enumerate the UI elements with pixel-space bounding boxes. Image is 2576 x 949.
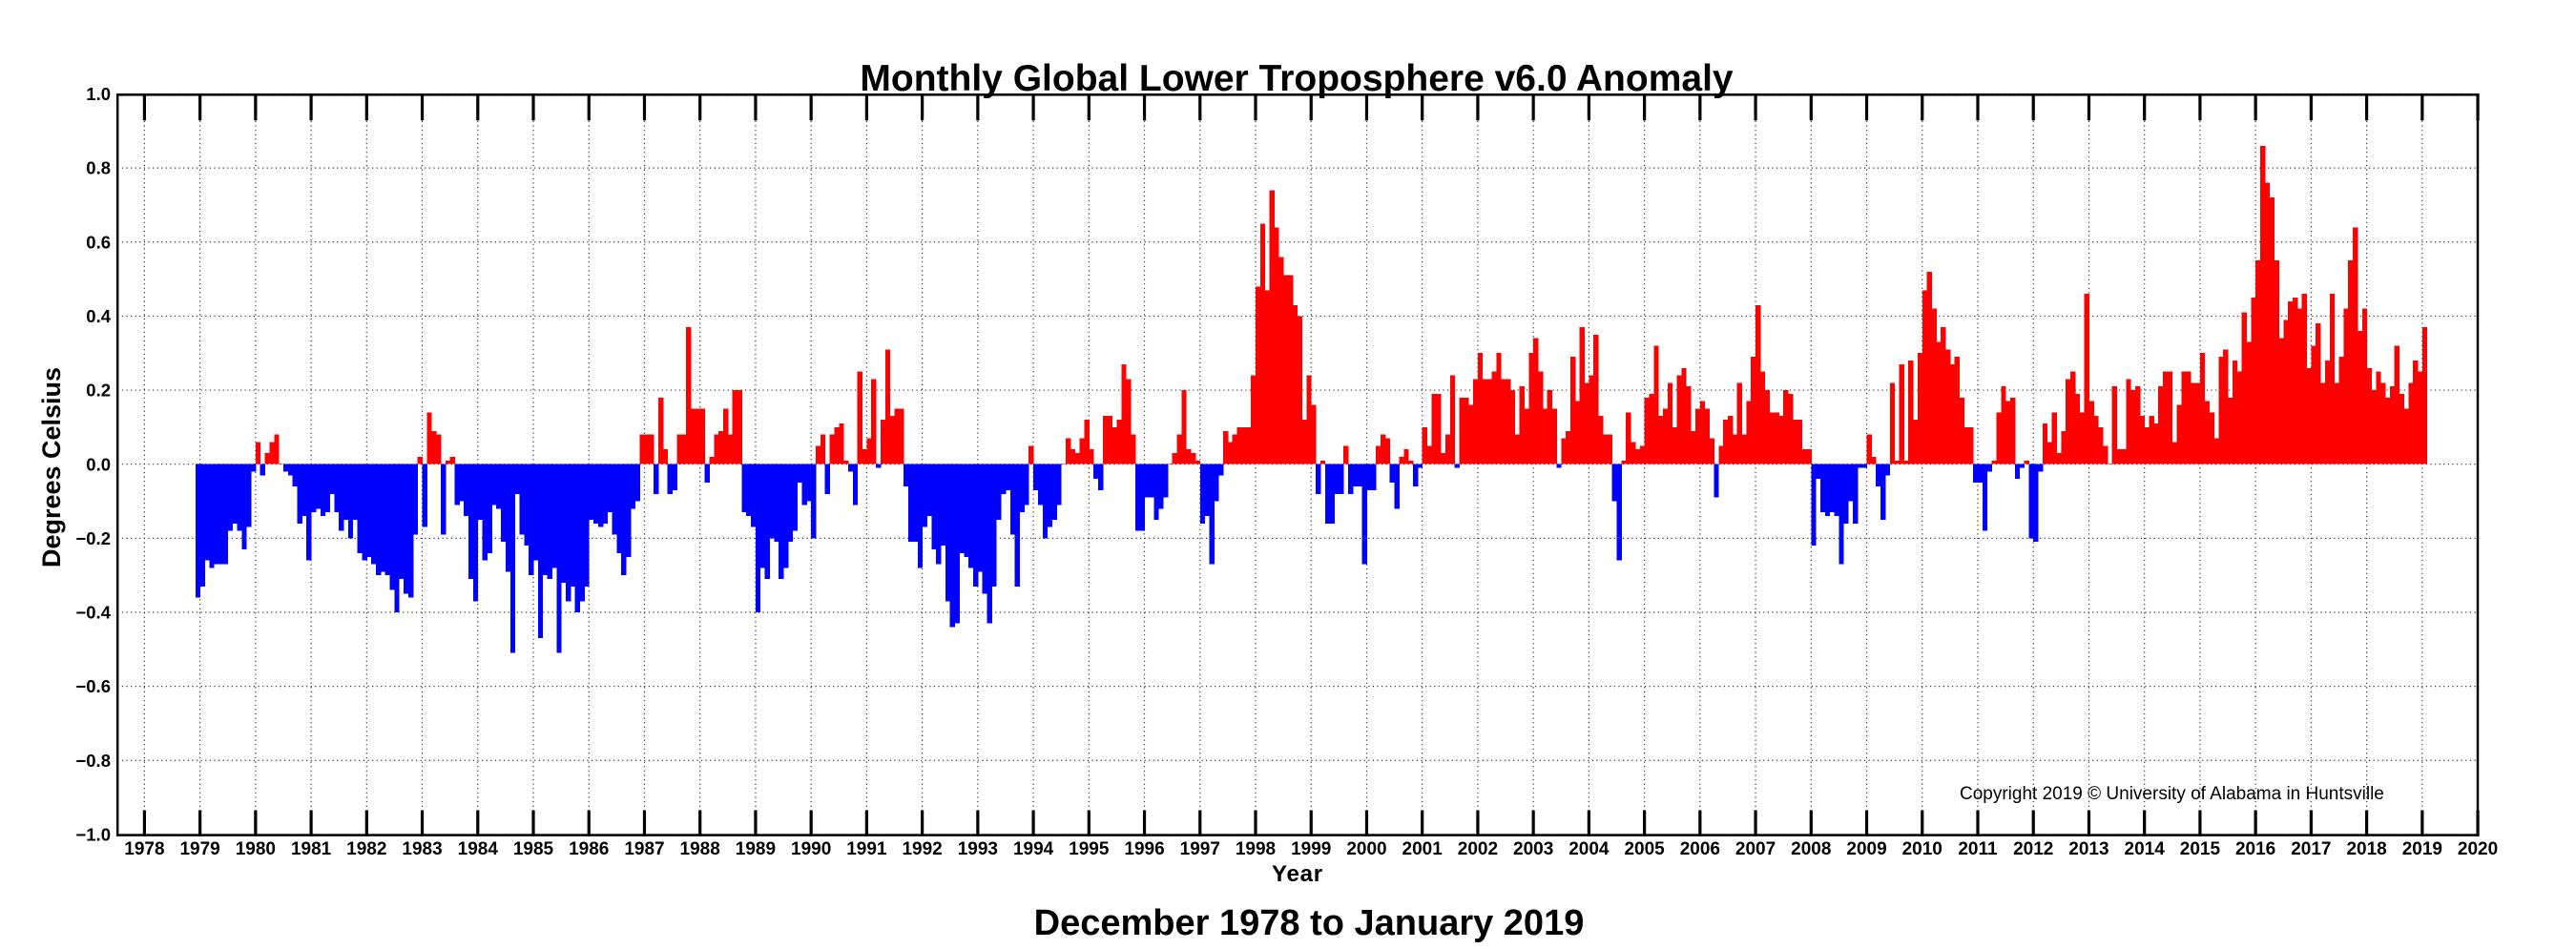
svg-text:1992: 1992 (902, 839, 942, 859)
svg-text:2000: 2000 (1346, 839, 1386, 859)
svg-text:1978: 1978 (124, 839, 164, 859)
svg-text:2004: 2004 (1568, 839, 1610, 859)
svg-text:1988: 1988 (680, 839, 720, 859)
svg-text:−0.2: −0.2 (75, 528, 111, 548)
svg-text:1998: 1998 (1236, 839, 1276, 859)
svg-text:1999: 1999 (1291, 839, 1331, 859)
svg-text:2008: 2008 (1791, 839, 1831, 859)
svg-text:1990: 1990 (791, 839, 831, 859)
svg-text:2009: 2009 (1846, 839, 1886, 859)
svg-text:0.0: 0.0 (86, 454, 111, 474)
svg-text:2003: 2003 (1513, 839, 1553, 859)
svg-text:2006: 2006 (1680, 839, 1720, 859)
svg-text:1987: 1987 (624, 839, 664, 859)
svg-text:Monthly Global Lower Troposphe: Monthly Global Lower Troposphere v6.0 An… (860, 58, 1734, 99)
svg-text:1989: 1989 (736, 839, 776, 859)
svg-text:1986: 1986 (569, 839, 609, 859)
svg-text:1995: 1995 (1069, 839, 1110, 859)
svg-text:1994: 1994 (1013, 839, 1054, 859)
svg-text:1997: 1997 (1180, 839, 1220, 859)
svg-text:1980: 1980 (236, 839, 276, 859)
svg-text:2018: 2018 (2346, 839, 2386, 859)
svg-text:2007: 2007 (1735, 839, 1776, 859)
svg-text:−1.0: −1.0 (75, 825, 111, 845)
svg-text:2015: 2015 (2180, 839, 2221, 859)
svg-text:0.6: 0.6 (86, 232, 111, 252)
svg-text:1993: 1993 (958, 839, 998, 859)
svg-text:Copyright 2019 © University of: Copyright 2019 © University of Alabama i… (1960, 784, 2384, 804)
svg-text:−0.6: −0.6 (75, 676, 111, 696)
svg-text:1985: 1985 (513, 839, 554, 859)
svg-text:0.2: 0.2 (86, 381, 111, 401)
svg-text:0.8: 0.8 (86, 158, 111, 178)
svg-text:2005: 2005 (1624, 839, 1665, 859)
svg-text:2016: 2016 (2235, 839, 2275, 859)
svg-text:2017: 2017 (2291, 839, 2331, 859)
svg-text:1982: 1982 (346, 839, 386, 859)
svg-text:1991: 1991 (846, 839, 887, 859)
svg-text:−0.4: −0.4 (75, 603, 111, 623)
svg-text:2012: 2012 (2013, 839, 2053, 859)
svg-text:2011: 2011 (1958, 839, 1998, 859)
svg-text:1.0: 1.0 (86, 84, 111, 104)
svg-text:2002: 2002 (1458, 839, 1498, 859)
svg-text:2019: 2019 (2402, 839, 2442, 859)
svg-text:Degrees Celsius: Degrees Celsius (37, 367, 66, 567)
svg-text:1983: 1983 (402, 839, 442, 859)
svg-text:0.4: 0.4 (86, 306, 111, 326)
svg-text:2020: 2020 (2458, 839, 2498, 859)
svg-text:−0.8: −0.8 (75, 751, 111, 771)
svg-text:1984: 1984 (458, 839, 499, 859)
svg-text:1979: 1979 (179, 839, 219, 859)
svg-text:Year: Year (1272, 861, 1323, 887)
svg-text:2001: 2001 (1402, 839, 1444, 859)
svg-text:1981: 1981 (291, 839, 332, 859)
svg-text:2013: 2013 (2068, 839, 2109, 859)
svg-text:2010: 2010 (1902, 839, 1942, 859)
svg-text:December 1978 to January 2019: December 1978 to January 2019 (1034, 903, 1585, 943)
svg-text:2014: 2014 (2125, 839, 2166, 859)
svg-text:1996: 1996 (1124, 839, 1164, 859)
